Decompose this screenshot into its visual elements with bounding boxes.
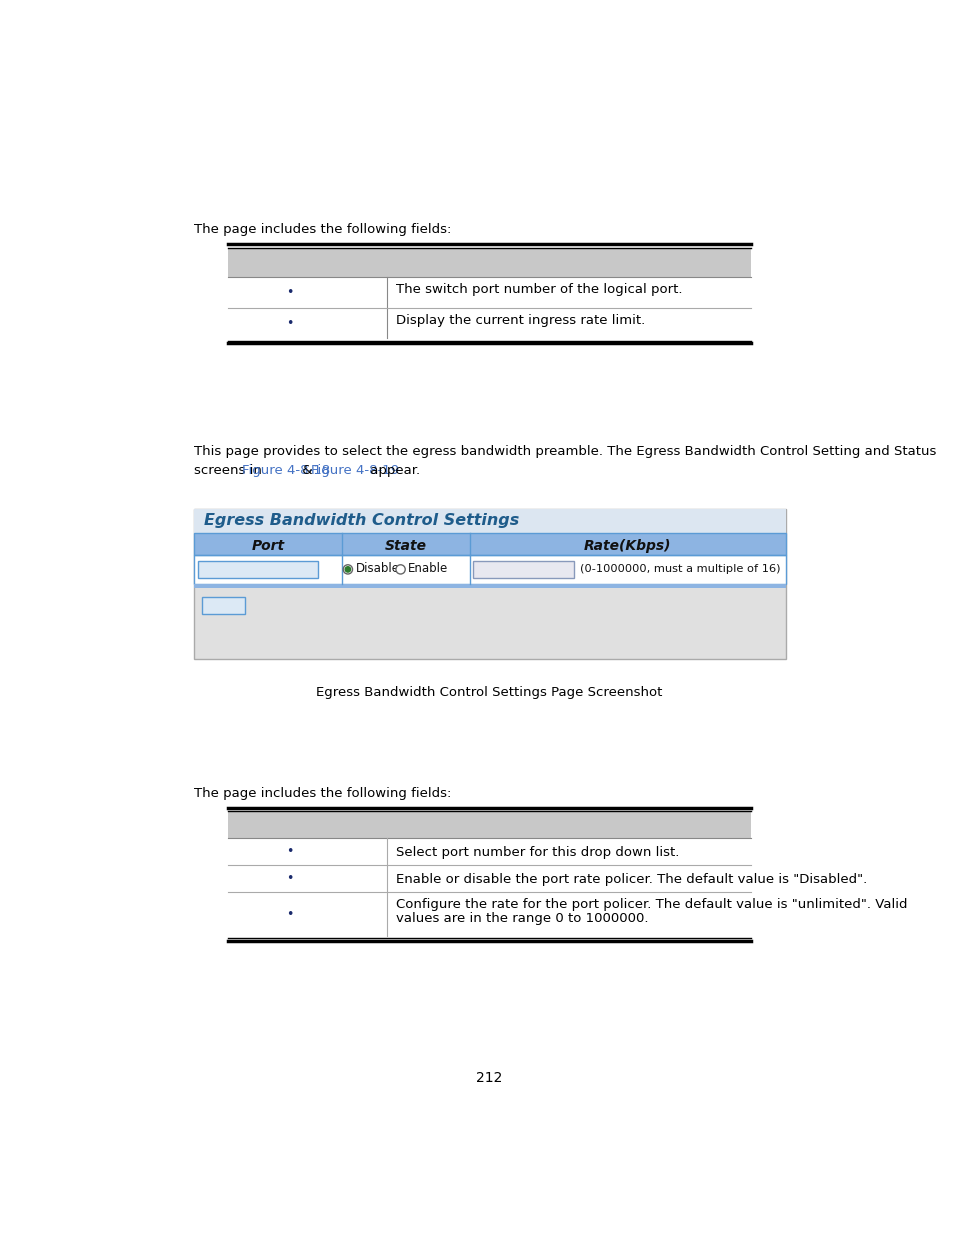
Text: Egress Bandwidth Control Settings: Egress Bandwidth Control Settings [204,514,518,529]
Text: Disable: Disable [355,562,399,576]
Text: appear.: appear. [366,464,420,477]
Text: ▼: ▼ [307,563,314,573]
Circle shape [345,567,350,572]
Bar [198,561,318,578]
Text: •: • [286,908,294,921]
Text: 212: 212 [476,1071,501,1084]
Bar [194,555,785,584]
Text: •: • [286,287,294,299]
Text: screens in: screens in [194,464,266,477]
Text: This page provides to select the egress bandwidth preamble. The Egress Bandwidth: This page provides to select the egress … [194,445,936,458]
Text: Figure 4-8-19: Figure 4-8-19 [311,464,398,477]
Bar [228,247,750,277]
Bar [194,584,785,588]
Circle shape [343,564,353,574]
Bar [194,534,785,555]
Text: Enable or disable the port rate policer. The default value is "Disabled".: Enable or disable the port rate policer.… [395,873,866,885]
Text: Select Ports: Select Ports [204,562,274,576]
Bar [202,597,245,614]
Text: State: State [384,538,426,552]
Text: The switch port number of the logical port.: The switch port number of the logical po… [395,283,681,296]
Text: Display the current ingress rate limit.: Display the current ingress rate limit. [395,314,644,327]
Text: &: & [297,464,316,477]
Text: Enable: Enable [408,562,448,576]
Text: •: • [286,846,294,858]
Bar [228,811,750,839]
Text: Apply: Apply [203,599,243,613]
Bar [194,534,785,555]
Text: values are in the range 0 to 1000000.: values are in the range 0 to 1000000. [395,911,648,925]
Text: The page includes the following fields:: The page includes the following fields: [194,222,452,236]
Text: Port: Port [252,538,284,552]
Text: The page includes the following fields:: The page includes the following fields: [194,787,452,800]
Text: (0-1000000, must a multiple of 16): (0-1000000, must a multiple of 16) [579,563,781,573]
Text: Figure 4-8-18: Figure 4-8-18 [241,464,330,477]
Text: Configure the rate for the port policer. The default value is "unlimited". Valid: Configure the rate for the port policer.… [395,898,906,911]
Circle shape [395,564,405,574]
Text: •: • [286,317,294,330]
Bar [473,561,574,578]
Text: Rate(Kbps): Rate(Kbps) [583,538,671,552]
Bar [194,509,785,658]
Text: •: • [286,872,294,885]
Text: Egress Bandwidth Control Settings Page Screenshot: Egress Bandwidth Control Settings Page S… [315,685,661,699]
Bar [194,509,785,534]
Text: Select port number for this drop down list.: Select port number for this drop down li… [395,846,679,858]
